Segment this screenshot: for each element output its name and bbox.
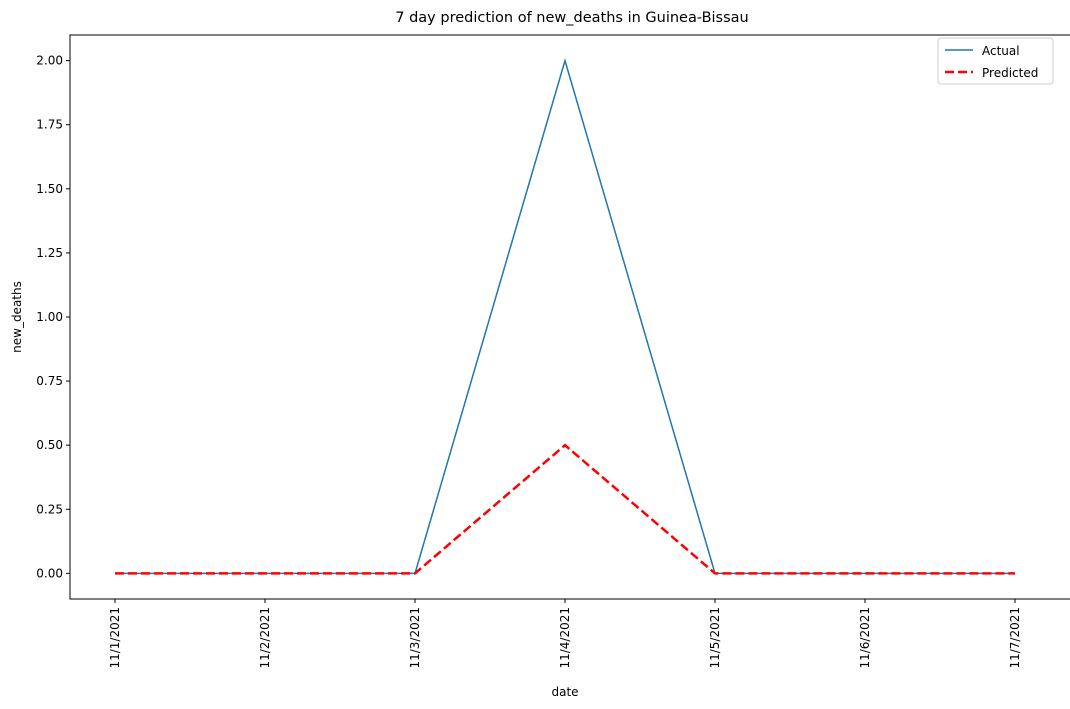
x-tick-label: 11/1/2021 — [108, 607, 122, 669]
series-layer — [115, 57, 1015, 575]
plot-area — [69, 34, 1070, 600]
legend-label-predicted: Predicted — [982, 66, 1038, 80]
x-axis: 11/1/2021 11/2/2021 11/3/2021 11/4/2021 11/5… — [108, 599, 1022, 669]
x-tick-label: 11/7/2021 — [1008, 607, 1022, 669]
legend: Actual Predicted — [937, 37, 1054, 85]
y-tick-label: 0.00 — [36, 566, 63, 580]
x-tick-label: 11/4/2021 — [558, 607, 572, 669]
chart-title: 7 day prediction of new_deaths in Guinea… — [395, 10, 748, 26]
y-axis-label: new_deaths — [10, 281, 24, 353]
x-tick-label: 11/6/2021 — [858, 607, 872, 669]
y-tick-label: 2.00 — [36, 54, 63, 68]
y-tick-label: 1.50 — [36, 182, 63, 196]
y-tick-label: 0.75 — [36, 374, 63, 388]
y-tick-label: 1.75 — [36, 118, 63, 132]
x-tick-label: 11/3/2021 — [408, 607, 422, 669]
x-axis-label: date — [551, 685, 578, 699]
y-tick-label: 1.00 — [36, 310, 63, 324]
y-tick-label: 0.25 — [36, 502, 63, 516]
x-tick-label: 11/5/2021 — [708, 607, 722, 669]
series-line-predicted — [115, 443, 1015, 575]
series-line-actual — [115, 57, 1015, 575]
y-tick-label: 0.50 — [36, 438, 63, 452]
legend-label-actual: Actual — [982, 44, 1020, 58]
y-axis: 0.00 0.25 0.50 0.75 1.00 1.25 1.50 1.75 2.00 — [36, 54, 70, 580]
x-tick-label: 11/2/2021 — [258, 607, 272, 669]
y-tick-label: 1.25 — [36, 246, 63, 260]
